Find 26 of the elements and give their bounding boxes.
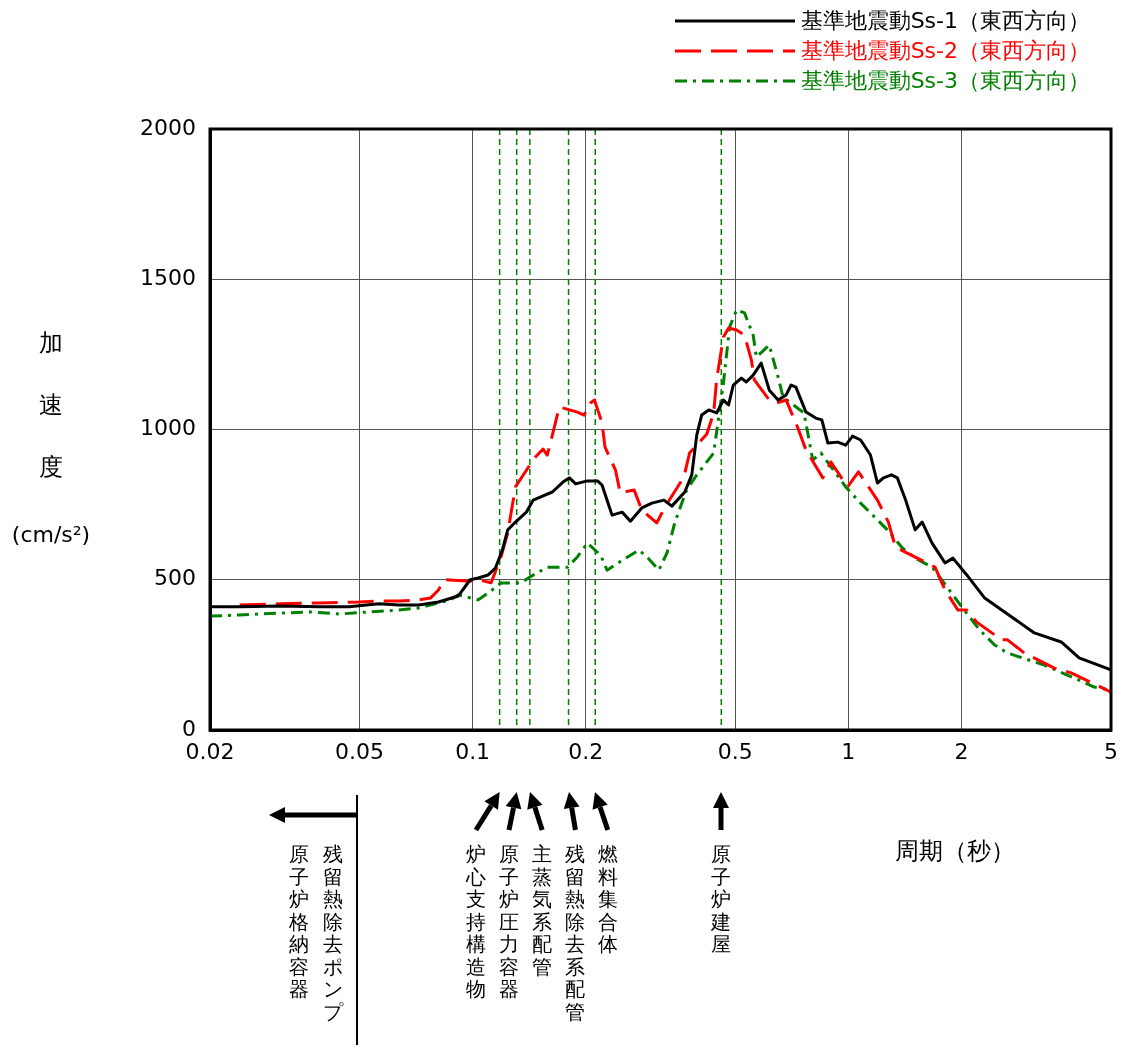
text: 原子炉圧力容器: [498, 842, 520, 1001]
text: 原子炉格納容器: [288, 842, 310, 1001]
x-tick-label: 0.5: [717, 738, 753, 764]
x-tick-label: 0.2: [568, 738, 604, 764]
text: 原子炉建屋: [710, 842, 733, 956]
text: 残留熱除去ポンプ: [322, 842, 345, 1024]
y-tick-label: 2000: [140, 114, 196, 140]
text: 基準地震動Ss-3（東西方向）: [800, 67, 1090, 95]
x-tick-label: 5: [1104, 738, 1118, 764]
text: 基準地震動Ss-2（東西方向）: [800, 37, 1090, 65]
text: 残留熱除去系配管: [564, 842, 586, 1024]
text: 加速度 (cm/s²): [11, 329, 91, 547]
x-axis-title: 周期（秒）: [895, 836, 1015, 867]
x-tick-label: 0.02: [185, 738, 235, 764]
y-tick-label: 500: [154, 565, 196, 591]
text: 燃料集合体: [597, 842, 619, 956]
x-tick-label: 0.05: [335, 738, 385, 764]
text: 炉心支持構造物: [464, 842, 487, 1001]
x-tick-label: 0.1: [455, 738, 491, 764]
text: 主蒸気系配管: [531, 842, 553, 979]
x-tick-label: 2: [954, 738, 969, 764]
y-tick-label: 1000: [140, 415, 196, 441]
y-tick-label: 1500: [140, 264, 196, 290]
x-tick-label: 1: [841, 738, 856, 764]
y-tick-label: 0: [182, 715, 196, 741]
text: 基準地震動Ss-1（東西方向）: [800, 7, 1090, 35]
